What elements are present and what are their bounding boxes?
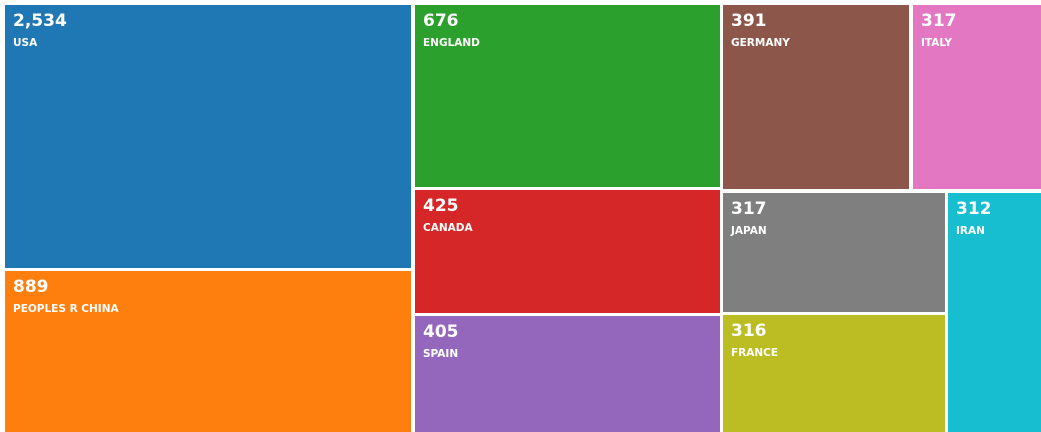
tile-name-label: PEOPLES R CHINA: [13, 303, 119, 315]
tile: [5, 5, 411, 268]
tile-value-label: 676: [423, 11, 459, 31]
tile: [415, 5, 720, 187]
tile: [723, 193, 945, 312]
tile-name-label: IRAN: [956, 225, 985, 237]
tile-value-label: 2,534: [13, 11, 67, 31]
tile-value-label: 317: [921, 11, 957, 31]
tile-value-label: 317: [731, 199, 767, 219]
tile-name-label: ITALY: [921, 37, 952, 49]
tile: [5, 271, 411, 432]
tile-name-label: FRANCE: [731, 347, 778, 359]
tile-name-label: SPAIN: [423, 348, 458, 360]
tile: [415, 316, 720, 432]
tile-name-label: GERMANY: [731, 37, 790, 49]
tile: [723, 315, 945, 432]
tile-name-label: USA: [13, 37, 38, 49]
tile: [723, 5, 909, 189]
tile-value-label: 312: [956, 199, 992, 219]
tile-value-label: 889: [13, 277, 49, 297]
tile-name-label: ENGLAND: [423, 37, 480, 49]
tile-value-label: 425: [423, 196, 459, 216]
tile-value-label: 391: [731, 11, 767, 31]
tile-name-label: JAPAN: [730, 225, 767, 237]
tile-value-label: 405: [423, 322, 459, 342]
tile-value-label: 316: [731, 321, 767, 341]
tile: [948, 193, 1041, 432]
tile-name-label: CANADA: [423, 222, 473, 234]
tile: [913, 5, 1041, 189]
tile: [415, 190, 720, 313]
